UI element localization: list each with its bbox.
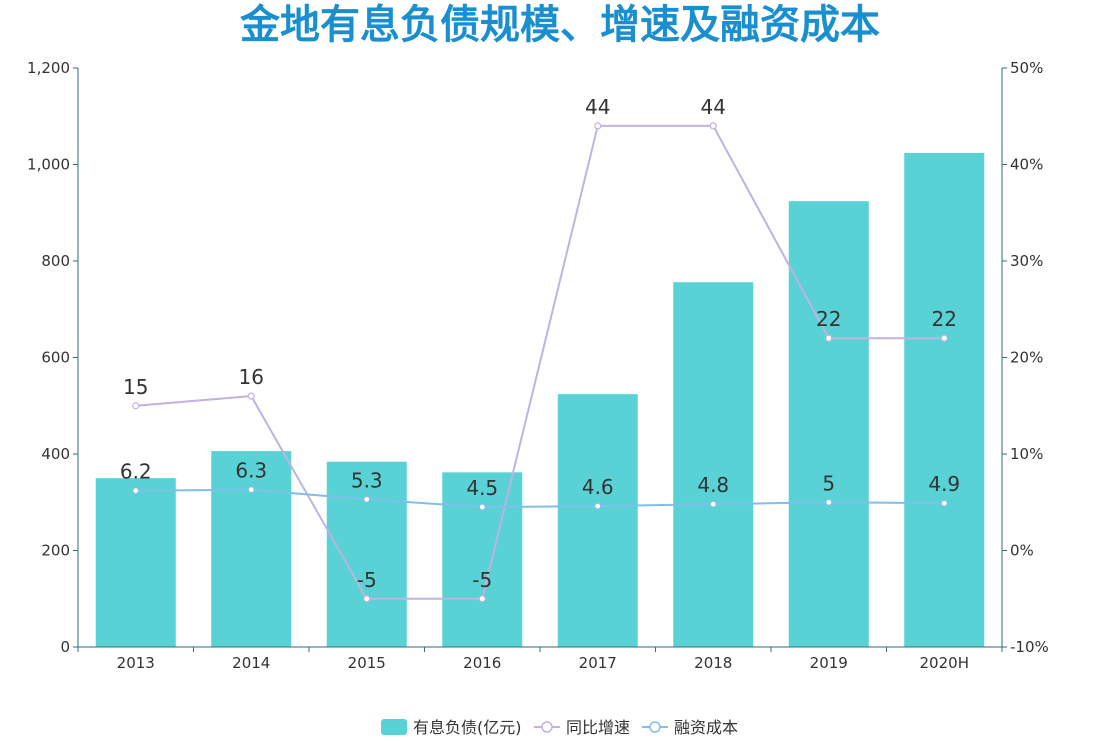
- line-series: [132, 122, 948, 603]
- growth-label-2013: 15: [123, 375, 148, 399]
- growth-line: [135, 124, 945, 600]
- left-tick-label: 800: [41, 252, 70, 270]
- bar-2018: [673, 282, 754, 647]
- x-tick-label: 2020H: [920, 654, 969, 672]
- growth-point-2019: [825, 334, 833, 342]
- axes: 0 200 400 600 800 1,000 1,200 -10% 0% 10% 20% 30% 40…: [27, 59, 1049, 672]
- growth-point-2016: [478, 595, 486, 603]
- cost-point-2020H: [940, 499, 948, 507]
- legend-label-growth: 同比增速: [566, 718, 630, 737]
- left-tick-label: 200: [41, 542, 70, 560]
- legend-marker-growth: [541, 721, 553, 733]
- cost-point-2019: [825, 498, 833, 506]
- growth-point-2018: [709, 122, 717, 130]
- x-tick-label: 2017: [579, 654, 617, 672]
- legend-marker-cost: [649, 721, 661, 733]
- cost-label-2020H: 4.9: [928, 472, 960, 496]
- cost-label-2016: 4.5: [466, 476, 498, 500]
- cost-point-2018: [709, 500, 717, 508]
- left-tick-label: 0: [60, 638, 70, 656]
- cost-point-2016: [478, 503, 486, 511]
- bar-2016: [442, 472, 523, 647]
- x-tick-label: 2018: [694, 654, 732, 672]
- bar-2015: [326, 461, 407, 647]
- legend-label-cost: 融资成本: [674, 718, 738, 737]
- cost-point-2014: [247, 486, 255, 494]
- growth-label-2019: 22: [816, 307, 841, 331]
- left-tick-label: 1,000: [27, 156, 70, 174]
- x-tick-label: 2015: [348, 654, 386, 672]
- x-tick-label: 2019: [810, 654, 848, 672]
- cost-line: [135, 488, 945, 509]
- left-tick-label: 1,200: [27, 59, 70, 77]
- growth-point-2013: [132, 402, 140, 410]
- x-tick-label: 2014: [232, 654, 270, 672]
- legend-swatch-debt: [381, 719, 407, 735]
- right-tick-label: 40%: [1010, 156, 1043, 174]
- growth-point-2014: [247, 392, 255, 400]
- bar-2013: [95, 478, 176, 647]
- bar-2017: [557, 394, 638, 647]
- right-tick-label: 10%: [1010, 445, 1043, 463]
- cost-point-2015: [363, 495, 371, 503]
- cost-label-2013: 6.2: [120, 460, 152, 484]
- right-tick-label: 0%: [1010, 542, 1034, 560]
- bar-2019: [788, 201, 869, 648]
- bar-series: [95, 152, 985, 648]
- cost-point-2017: [594, 502, 602, 510]
- cost-point-2013: [132, 487, 140, 495]
- growth-label-2017: 44: [585, 95, 610, 119]
- data-labels: 15 16 -5 -5 44 44 22 22 6.2 6.3 5.3 4.5 4.6 4.8 5 4.9: [120, 95, 960, 592]
- growth-point-2015: [363, 595, 371, 603]
- right-tick-label: 50%: [1010, 59, 1043, 77]
- right-tick-label: 20%: [1010, 349, 1043, 367]
- legend-label-debt: 有息负债(亿元): [413, 718, 522, 737]
- right-tick-label: 30%: [1010, 252, 1043, 270]
- growth-point-2017: [594, 122, 602, 130]
- cost-label-2019: 5: [822, 471, 835, 495]
- left-tick-label: 600: [41, 349, 70, 367]
- chart-title: 金地有息负债规模、增速及融资成本: [239, 2, 880, 48]
- bar-2020H: [904, 152, 985, 648]
- growth-label-2014: 16: [239, 365, 264, 389]
- x-tick-label: 2013: [117, 654, 155, 672]
- cost-label-2014: 6.3: [235, 459, 267, 483]
- bar-2014: [211, 451, 292, 647]
- cost-label-2017: 4.6: [582, 475, 614, 499]
- legend: 有息负债(亿元) 同比增速 融资成本: [381, 718, 738, 737]
- growth-label-2020H: 22: [932, 307, 957, 331]
- x-tick-label: 2016: [463, 654, 501, 672]
- right-tick-label: -10%: [1010, 638, 1049, 656]
- left-tick-label: 400: [41, 445, 70, 463]
- growth-label-2015: -5: [357, 568, 377, 592]
- growth-label-2018: 44: [701, 95, 726, 119]
- growth-point-2020H: [940, 334, 948, 342]
- cost-label-2018: 4.8: [697, 473, 729, 497]
- growth-label-2016: -5: [472, 568, 492, 592]
- cost-label-2015: 5.3: [351, 468, 383, 492]
